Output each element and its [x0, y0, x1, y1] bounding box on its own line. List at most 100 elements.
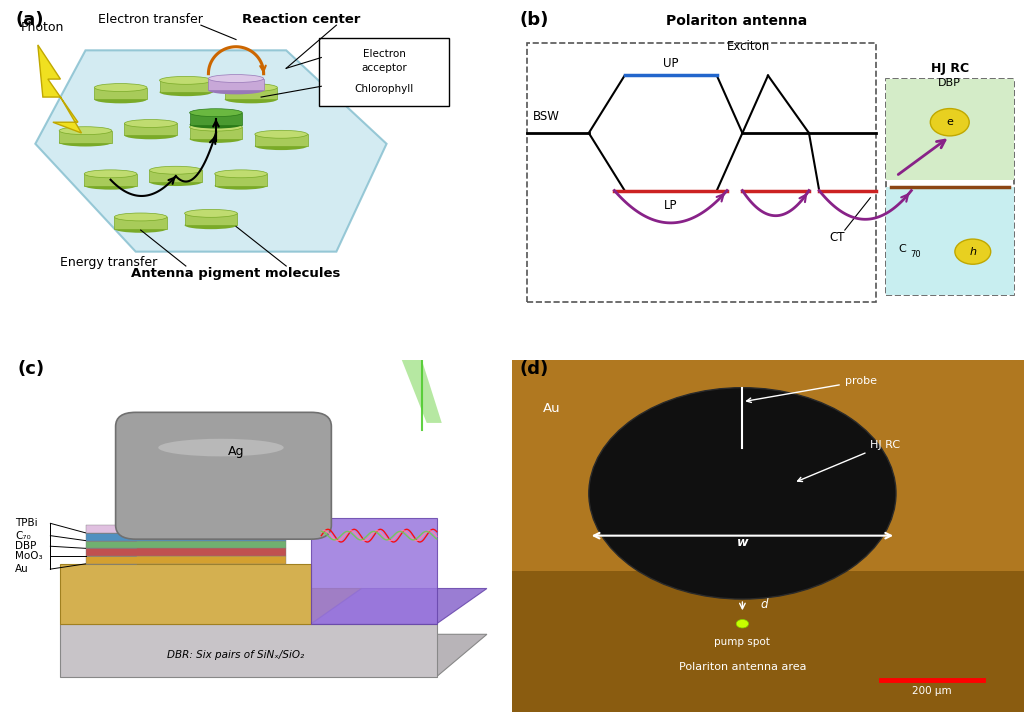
Text: 70: 70 — [910, 250, 921, 259]
Ellipse shape — [150, 166, 202, 174]
Polygon shape — [86, 541, 287, 549]
Text: CT: CT — [829, 231, 845, 244]
Polygon shape — [224, 88, 278, 99]
Ellipse shape — [84, 170, 137, 178]
Polygon shape — [86, 556, 287, 564]
Ellipse shape — [209, 75, 263, 83]
Text: acceptor: acceptor — [361, 63, 407, 73]
Text: probe: probe — [746, 376, 877, 403]
Polygon shape — [401, 360, 441, 423]
Ellipse shape — [94, 83, 147, 91]
Ellipse shape — [94, 96, 147, 104]
Text: C: C — [899, 244, 906, 254]
Polygon shape — [150, 170, 202, 182]
Polygon shape — [60, 564, 311, 624]
Text: d: d — [760, 598, 768, 611]
Ellipse shape — [159, 439, 284, 457]
Text: Reaction center: Reaction center — [242, 14, 360, 27]
Text: (a): (a) — [15, 12, 44, 29]
Ellipse shape — [189, 135, 243, 143]
Bar — [886, 187, 1014, 295]
FancyBboxPatch shape — [116, 413, 332, 539]
Polygon shape — [38, 45, 82, 133]
Text: Polariton antenna area: Polariton antenna area — [679, 661, 806, 672]
Ellipse shape — [184, 209, 238, 217]
Ellipse shape — [160, 88, 212, 96]
Bar — [512, 571, 1024, 712]
Polygon shape — [255, 134, 307, 146]
Polygon shape — [189, 127, 243, 139]
Text: DBP: DBP — [938, 78, 962, 88]
Text: Photon: Photon — [20, 21, 63, 34]
Text: Antenna pigment molecules: Antenna pigment molecules — [131, 267, 341, 280]
Polygon shape — [60, 624, 437, 677]
Text: MoO₃: MoO₃ — [15, 551, 43, 561]
Ellipse shape — [115, 225, 167, 233]
Text: (b): (b) — [519, 12, 549, 29]
Text: Electron transfer: Electron transfer — [98, 14, 203, 27]
Text: Au: Au — [15, 564, 29, 574]
Ellipse shape — [184, 221, 238, 229]
Ellipse shape — [189, 109, 243, 116]
Text: e: e — [946, 117, 953, 127]
Polygon shape — [115, 217, 167, 229]
Polygon shape — [160, 81, 212, 92]
Polygon shape — [94, 88, 147, 99]
Ellipse shape — [255, 130, 307, 138]
Circle shape — [954, 239, 990, 265]
Ellipse shape — [189, 121, 243, 129]
Polygon shape — [311, 588, 487, 624]
Circle shape — [930, 109, 969, 136]
Text: (c): (c) — [17, 360, 45, 377]
Bar — [886, 79, 1014, 180]
Text: Exciton: Exciton — [727, 40, 770, 53]
Polygon shape — [60, 588, 361, 624]
Circle shape — [589, 388, 896, 599]
Text: TPBi: TPBi — [15, 518, 38, 528]
Polygon shape — [86, 533, 287, 541]
Text: w: w — [736, 536, 749, 549]
Polygon shape — [86, 525, 287, 533]
Ellipse shape — [215, 170, 267, 178]
Ellipse shape — [215, 182, 267, 190]
Polygon shape — [124, 124, 177, 135]
Ellipse shape — [189, 123, 243, 131]
Ellipse shape — [84, 182, 137, 190]
Text: Au: Au — [543, 403, 560, 416]
Ellipse shape — [255, 142, 307, 150]
Ellipse shape — [224, 83, 278, 91]
Text: pump spot: pump spot — [715, 637, 770, 647]
Text: Ag: Ag — [227, 444, 245, 457]
Text: LP: LP — [664, 198, 678, 211]
Ellipse shape — [115, 213, 167, 221]
Text: Energy transfer: Energy transfer — [60, 256, 158, 269]
FancyBboxPatch shape — [318, 37, 450, 106]
Polygon shape — [209, 78, 263, 91]
Text: HJ RC: HJ RC — [798, 439, 900, 482]
Text: 200 μm: 200 μm — [912, 686, 951, 696]
Text: UP: UP — [663, 57, 679, 70]
Text: DBP: DBP — [15, 541, 37, 551]
Text: (d): (d) — [519, 360, 549, 377]
Text: HJ RC: HJ RC — [931, 62, 969, 75]
Ellipse shape — [160, 76, 212, 84]
Ellipse shape — [59, 127, 112, 134]
Polygon shape — [189, 113, 243, 124]
Circle shape — [736, 620, 749, 628]
Polygon shape — [215, 174, 267, 186]
Ellipse shape — [150, 178, 202, 186]
Ellipse shape — [224, 96, 278, 104]
Ellipse shape — [124, 132, 177, 139]
Text: Electron: Electron — [362, 49, 406, 58]
Polygon shape — [84, 174, 137, 186]
Polygon shape — [60, 634, 487, 677]
Ellipse shape — [124, 119, 177, 127]
Text: h: h — [970, 247, 976, 257]
Polygon shape — [59, 131, 112, 142]
Text: C₇₀: C₇₀ — [15, 531, 31, 541]
Polygon shape — [86, 549, 287, 556]
Ellipse shape — [209, 86, 263, 94]
Text: Polariton antenna: Polariton antenna — [666, 14, 807, 28]
Text: BSW: BSW — [532, 111, 559, 124]
Text: DBR: Six pairs of SiNₓ/SiO₂: DBR: Six pairs of SiNₓ/SiO₂ — [168, 651, 304, 661]
